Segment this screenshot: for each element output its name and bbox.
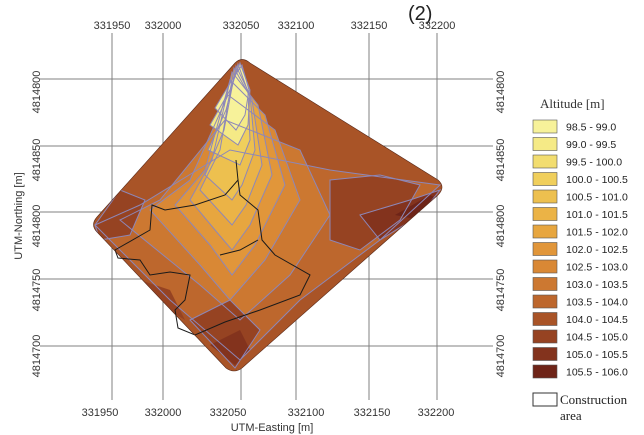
- x-tick-label: 332150: [354, 407, 391, 419]
- site-outline: [93, 59, 443, 372]
- contour-line: [189, 299, 261, 369]
- legend-swatch: [532, 207, 558, 221]
- legend-swatch: [532, 259, 558, 274]
- legend-label: 104.0 - 104.5: [566, 314, 628, 326]
- y-ticks-right: 4814800 4814850 4814800 4814750 4814700: [495, 71, 507, 378]
- legend-label: 99.0 - 99.5: [566, 139, 616, 151]
- legend-label: 102.0 - 102.5: [566, 244, 628, 256]
- legend-swatch: [532, 364, 558, 379]
- y-tick-label: 4814750: [31, 269, 43, 312]
- legend-swatch: [532, 172, 558, 186]
- x-tick-label: 332050: [210, 407, 247, 419]
- x-tick-label: 332000: [145, 20, 182, 32]
- y-tick-label: 4814800: [31, 71, 43, 114]
- construction-area-boundary: [114, 159, 311, 336]
- legend-label: 103.5 - 104.0: [566, 297, 628, 309]
- legend-swatch: [532, 347, 558, 361]
- construction-boundary-line: [114, 178, 311, 336]
- legend-swatch: [532, 312, 558, 326]
- legend-label: 100.0 - 100.5: [566, 174, 628, 186]
- y-tick-label: 4814850: [31, 139, 43, 182]
- legend-label: 103.0 - 103.5: [566, 279, 628, 291]
- x-tick-label: 331950: [82, 407, 119, 419]
- elevation-band-dark: [210, 330, 250, 365]
- legend-label: 101.5 - 102.0: [566, 227, 628, 239]
- legend-items: 98.5 - 99.0 99.0 - 99.5 99.5 - 100.0 100.0 …: [532, 119, 628, 379]
- legend-label-construction-area: area: [560, 408, 582, 423]
- y-tick-label: 4814850: [495, 139, 507, 182]
- legend-swatch: [532, 294, 558, 309]
- y-tick-label: 4814800: [31, 205, 43, 248]
- construction-boundary-line: [219, 239, 259, 256]
- y-tick-label: 4814750: [495, 269, 507, 312]
- legend-label: 101.0 - 101.5: [566, 209, 628, 221]
- x-ticks-bottom: 331950 332000 332050 332100 332150 33220…: [82, 407, 455, 419]
- legend-label: 105.0 - 105.5: [566, 349, 628, 361]
- x-tick-label: 331950: [94, 20, 131, 32]
- x-tick-label: 332200: [418, 407, 455, 419]
- y-tick-label: 4814800: [495, 205, 507, 248]
- legend-label: 98.5 - 99.0: [566, 122, 616, 134]
- x-tick-label: 332150: [351, 20, 388, 32]
- contour-line: [174, 79, 286, 276]
- contour-line: [189, 70, 273, 251]
- legend-swatch: [532, 329, 558, 344]
- legend-swatch: [532, 224, 558, 239]
- elevation-band-dark: [395, 195, 440, 220]
- y-ticks-left: 4814800 4814850 4814800 4814750 4814700: [31, 71, 43, 378]
- legend-swatch: [532, 189, 558, 204]
- legend-swatch: [532, 154, 558, 169]
- legend-swatch: [532, 242, 558, 256]
- legend-swatch: [532, 277, 558, 291]
- corner-label: (2): [408, 3, 432, 25]
- contour-line: [204, 64, 256, 201]
- y-tick-label: 4814700: [495, 335, 507, 378]
- legend-label: 100.5 - 101.0: [566, 192, 628, 204]
- x-axis-title: UTM-Easting [m]: [231, 422, 314, 434]
- y-tick-label: 4814800: [495, 71, 507, 114]
- legend-title: Altitude [m]: [540, 96, 605, 111]
- legend-label: 99.5 - 100.0: [566, 157, 622, 169]
- legend-label-construction: Construction: [560, 392, 628, 407]
- x-tick-label: 332050: [223, 20, 260, 32]
- elevation-band-dark: [95, 190, 145, 240]
- contour-line: [94, 149, 442, 361]
- legend: Altitude [m] 98.5 - 99.0 99.0 - 99.5 99.5 …: [532, 96, 628, 423]
- legend-swatch-construction: [532, 392, 558, 407]
- construction-boundary-line: [235, 159, 239, 181]
- x-tick-label: 332100: [278, 20, 315, 32]
- contour-line: [149, 94, 301, 301]
- x-tick-label: 332000: [145, 407, 182, 419]
- x-ticks-top: 331950 332000 332050 332100 332150 33220…: [94, 20, 456, 32]
- legend-label: 105.5 - 106.0: [566, 367, 628, 379]
- y-axis-title: UTM-Northing [m]: [13, 172, 25, 259]
- legend-label: 102.5 - 103.0: [566, 262, 628, 274]
- contour-line: [329, 174, 421, 251]
- y-tick-label: 4814700: [31, 335, 43, 378]
- legend-label: 104.5 - 105.0: [566, 332, 628, 344]
- legend-swatch: [532, 137, 558, 151]
- x-tick-label: 332200: [419, 20, 456, 32]
- x-tick-label: 332100: [288, 407, 325, 419]
- legend-swatch: [532, 119, 558, 134]
